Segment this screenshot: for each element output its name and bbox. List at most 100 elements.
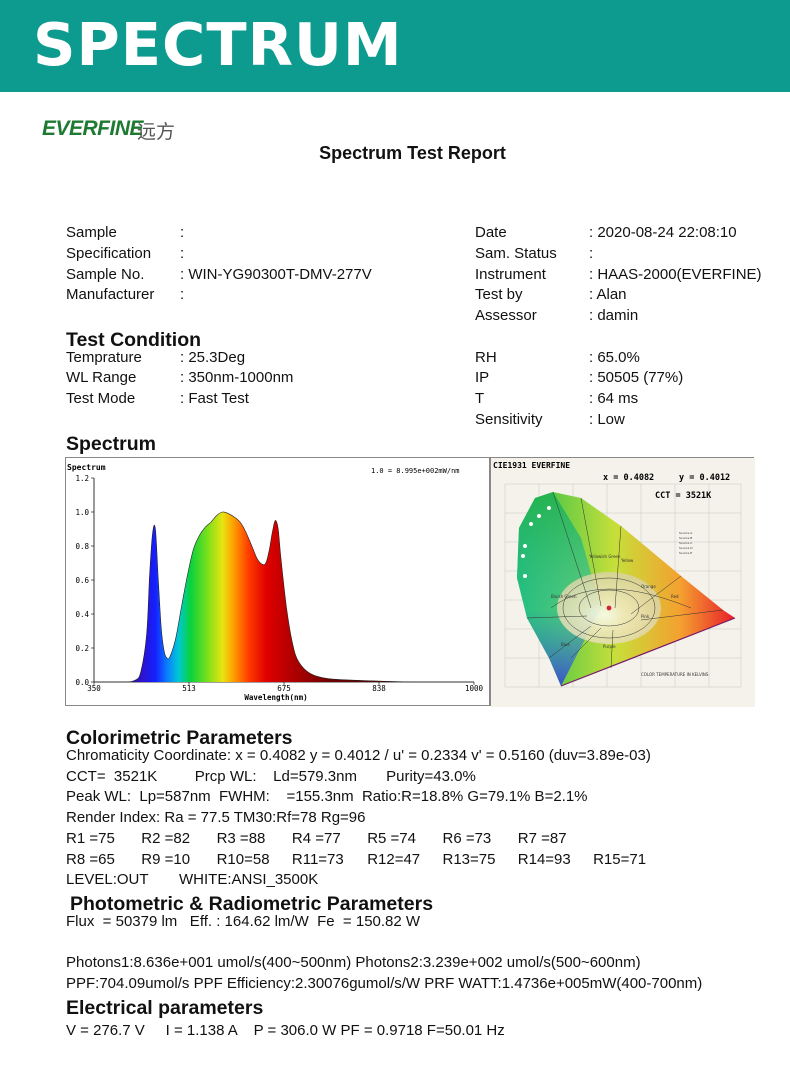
white-text: WHITE:ANSI_3500K bbox=[179, 871, 319, 888]
condition-value-test-mode: : Fast Test bbox=[180, 390, 249, 407]
info-label-sample: Sample bbox=[66, 224, 117, 241]
svg-text:Source C: Source C bbox=[679, 541, 692, 545]
condition-label-wl-range: WL Range bbox=[66, 369, 137, 386]
svg-text:COLOR TEMPERATURE IN KELVINS: COLOR TEMPERATURE IN KELVINS bbox=[641, 672, 709, 677]
spectrum-y-tick-label: 1.0 bbox=[75, 508, 89, 517]
spectrum-chart-annotation: 1.0 = 8.995e+002mW/nm bbox=[371, 467, 460, 475]
spectrum-y-tick-label: 0.8 bbox=[75, 542, 89, 551]
r-value: R13=75 bbox=[442, 851, 496, 868]
condition-label-t: T bbox=[475, 390, 485, 407]
svg-text:Pink: Pink bbox=[641, 614, 650, 619]
info-value-sam-status: : bbox=[589, 245, 594, 262]
svg-text:Blue: Blue bbox=[561, 642, 570, 647]
condition-value-wl-range: : 350nm-1000nm bbox=[180, 369, 294, 386]
info-label-specification: Specification bbox=[66, 245, 152, 262]
info-value-date: : 2020-08-24 22:08:10 bbox=[589, 224, 737, 241]
cie-cct: CCT = 3521K bbox=[655, 491, 712, 501]
peak-wl-line: Peak WL: Lp=587nm FWHM: =155.3nm Ratio:R… bbox=[66, 788, 588, 805]
condition-label-test-mode: Test Mode bbox=[66, 390, 136, 407]
spectrum-chart: Spectrum 1.0 = 8.995e+002mW/nm Wavelengt… bbox=[65, 457, 490, 706]
cct-line: CCT= 3521K Prcp WL: Ld=579.3nm Purity=43… bbox=[66, 768, 476, 785]
flux-line: Flux = 50379 lm Eff. : 164.62 lm/W Fe = … bbox=[66, 913, 421, 930]
report-title: Spectrum Test Report bbox=[319, 143, 506, 163]
svg-text:Yellowish Green: Yellowish Green bbox=[588, 554, 621, 559]
info-label-sample-no: Sample No. bbox=[66, 266, 145, 283]
condition-value-sensitivity: : Low bbox=[589, 411, 625, 428]
spectrum-series-line bbox=[94, 511, 474, 683]
r-value: R7 =87 bbox=[517, 830, 567, 847]
r-value: R8 =65 bbox=[66, 851, 115, 868]
info-value-manufacturer: : bbox=[180, 286, 185, 303]
condition-label-temprature: Temprature bbox=[66, 349, 142, 366]
spectrum-x-axis-label: Wavelength(nm) bbox=[244, 693, 307, 702]
header-banner: SPECTRUM bbox=[0, 0, 790, 92]
svg-text:Yellow: Yellow bbox=[620, 558, 634, 563]
r-value: R2 =82 bbox=[141, 830, 191, 847]
spectrum-y-tick-label: 0.4 bbox=[75, 610, 89, 619]
svg-text:Red: Red bbox=[671, 594, 679, 599]
svg-text:Bluish Green: Bluish Green bbox=[551, 594, 577, 599]
test-condition-heading: Test Condition bbox=[66, 329, 202, 351]
r-value: R5 =74 bbox=[367, 830, 416, 847]
spectrum-chart-title: Spectrum bbox=[67, 463, 106, 472]
condition-value-t: : 64 ms bbox=[589, 390, 639, 407]
ppf-line: PPF:704.09umol/s PPF Efficiency:2.30076g… bbox=[66, 975, 703, 992]
spectrum-y-tick-label: 0.0 bbox=[75, 678, 89, 687]
spectrum-x-tick-label: 350 bbox=[87, 684, 101, 693]
svg-text:Orange: Orange bbox=[641, 584, 656, 589]
render-index-line: Render Index: Ra = 77.5 TM30:Rf=78 Rg=96 bbox=[66, 809, 366, 826]
cie-chromaticity-chart: Yellowish Green Yellow Orange Red Bluish G… bbox=[490, 457, 755, 707]
svg-text:Purple: Purple bbox=[603, 644, 616, 649]
render-index-row-2: R8 =65 R9 =10 R10=58 R11=73 R12=47 R13=75 R14=… bbox=[66, 851, 668, 868]
r-value: R9 =10 bbox=[141, 851, 191, 868]
spectrum-y-tick-label: 0.6 bbox=[75, 576, 89, 585]
cie-chart-title: CIE1931 EVERFINE bbox=[493, 461, 570, 470]
photons-line: Photons1:8.636e+001 umol/s(400~500nm) Ph… bbox=[66, 954, 641, 971]
info-label-manufacturer: Manufacturer bbox=[66, 286, 155, 303]
info-value-specification: : bbox=[180, 245, 185, 262]
r-value: R1 =75 bbox=[66, 830, 115, 847]
info-label-sam-status: Sam. Status bbox=[475, 245, 557, 262]
info-value-instrument: : HAAS-2000(EVERFINE) bbox=[589, 266, 762, 283]
cie-y-coordinate: y = 0.4012 bbox=[679, 473, 730, 483]
info-label-instrument: Instrument bbox=[475, 266, 546, 283]
r-value: R3 =88 bbox=[216, 830, 266, 847]
condition-label-sensitivity: Sensitivity bbox=[475, 411, 543, 428]
r-value: R12=47 bbox=[367, 851, 421, 868]
cie-region-lines bbox=[526, 491, 724, 669]
condition-value-rh: : 65.0% bbox=[589, 349, 640, 366]
r-value: R15=71 bbox=[593, 851, 647, 868]
condition-label-rh: RH bbox=[475, 349, 497, 366]
spectrum-y-tick-label: 0.2 bbox=[75, 644, 89, 653]
spectrum-x-tick-label: 513 bbox=[182, 684, 196, 693]
info-value-assessor: : damin bbox=[589, 307, 639, 324]
colorimetric-heading: Colorimetric Parameters bbox=[66, 727, 293, 749]
svg-text:Source D: Source D bbox=[679, 546, 693, 550]
info-value-sample-no: : WIN-YG90300T-DMV-277V bbox=[180, 266, 372, 283]
info-label-assessor: Assessor bbox=[475, 307, 537, 324]
cie-x-coordinate: x = 0.4082 bbox=[603, 473, 654, 483]
cie-measured-point bbox=[606, 605, 612, 611]
banner-title: SPECTRUM bbox=[33, 10, 403, 79]
brand-logo: EVERFINE bbox=[42, 117, 144, 140]
level-text: LEVEL:OUT bbox=[66, 871, 149, 888]
spectrum-heading: Spectrum bbox=[66, 433, 156, 455]
r-value: R11=73 bbox=[291, 851, 344, 868]
spectrum-chart-svg: Spectrum 1.0 = 8.995e+002mW/nm Wavelengt… bbox=[67, 463, 484, 702]
info-label-test-by: Test by bbox=[475, 286, 523, 303]
info-label-date: Date bbox=[475, 224, 507, 241]
svg-text:Source E: Source E bbox=[679, 551, 692, 555]
chromaticity-line: Chromaticity Coordinate: x = 0.4082 y = … bbox=[66, 747, 651, 764]
electrical-line: V = 276.7 V I = 1.138 A P = 306.0 W PF =… bbox=[66, 1022, 505, 1039]
spectrum-x-tick-label: 1000 bbox=[465, 684, 484, 693]
spectrum-x-tick-label: 838 bbox=[372, 684, 386, 693]
condition-value-temprature: : 25.3Deg bbox=[180, 349, 246, 366]
info-value-test-by: : Alan bbox=[589, 286, 627, 303]
brand-logo-chinese: 远方 bbox=[137, 121, 176, 143]
spectrum-x-tick-label: 675 bbox=[277, 684, 291, 693]
spectrum-y-tick-label: 1.2 bbox=[75, 474, 89, 483]
cie-spectral-locus-points bbox=[521, 506, 551, 578]
